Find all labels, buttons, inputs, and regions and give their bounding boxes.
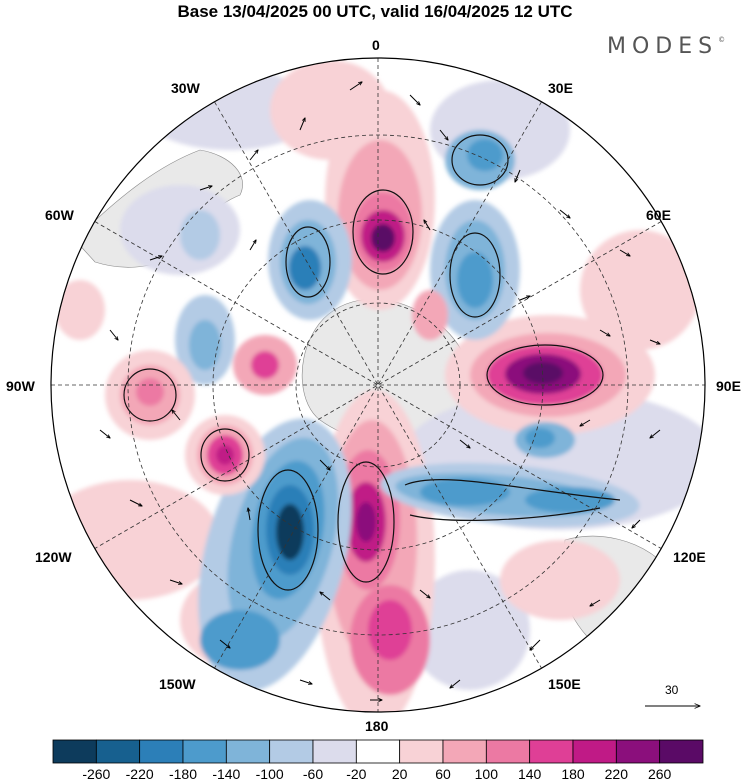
colorbar-tick-label: -20 <box>346 766 367 782</box>
colorbar-tick-label: -60 <box>302 766 324 782</box>
colorbar-tick-label: -260 <box>82 766 111 782</box>
colorbar-swatch <box>399 739 444 764</box>
lon-label-180: 180 <box>365 718 389 734</box>
lon-label-90w: 90W <box>6 378 35 394</box>
colorbar-swatch <box>615 739 661 764</box>
lon-label-150e: 150E <box>548 676 581 692</box>
vector-scale-label: 30 <box>665 683 679 697</box>
colorbar-swatch <box>312 739 357 764</box>
lon-label-0: 0 <box>372 37 380 53</box>
lon-label-90e: 90E <box>716 378 741 394</box>
contour-lines <box>123 134 621 591</box>
lon-label-60e: 60E <box>646 207 671 223</box>
colorbar-tick-label: 60 <box>435 766 451 782</box>
lon-label-30w: 30W <box>171 80 200 96</box>
modes-logo: MODES© <box>607 34 726 59</box>
colorbar-tick-label: -140 <box>212 766 241 782</box>
colorbar-swatch <box>139 739 184 764</box>
graticule <box>51 58 705 712</box>
colorbar-swatch <box>95 739 141 764</box>
lon-label-60w: 60W <box>45 207 74 223</box>
colorbar-swatch <box>442 739 487 764</box>
colorbar-swatch <box>355 739 401 764</box>
colorbar-swatch <box>52 739 97 764</box>
map-title: Base 13/04/2025 00 UTC, valid 16/04/2025… <box>177 2 573 21</box>
colorbar-swatch <box>659 739 704 764</box>
colorbar-tick-label: -220 <box>125 766 154 782</box>
colorbar-tick-label: 220 <box>604 766 629 782</box>
lon-label-120e: 120E <box>673 549 706 565</box>
colorbar-tick-label: -180 <box>168 766 198 782</box>
colorbar-tick-label: 140 <box>517 766 542 782</box>
colorbar-tick-label: 20 <box>391 766 408 782</box>
colorbar-swatch <box>182 739 227 764</box>
colorbar-swatch <box>225 739 271 764</box>
colorbar-tick-label: 260 <box>647 766 672 782</box>
colorbar-tick-label: 100 <box>474 766 499 782</box>
lon-label-150w: 150W <box>159 676 196 692</box>
colorbar <box>52 739 704 764</box>
colorbar-tick-label: -100 <box>255 766 284 782</box>
map-disc <box>51 58 705 712</box>
colorbar-tick-label: 180 <box>561 766 585 782</box>
colorbar-swatch <box>269 739 314 764</box>
colorbar-swatch <box>485 739 531 764</box>
wind-vectors <box>99 82 660 700</box>
lon-label-30e: 30E <box>548 80 573 96</box>
colorbar-swatch <box>529 739 574 764</box>
lon-label-120w: 120W <box>35 549 72 565</box>
map-border <box>50 57 706 713</box>
colorbar-swatch <box>572 739 617 764</box>
